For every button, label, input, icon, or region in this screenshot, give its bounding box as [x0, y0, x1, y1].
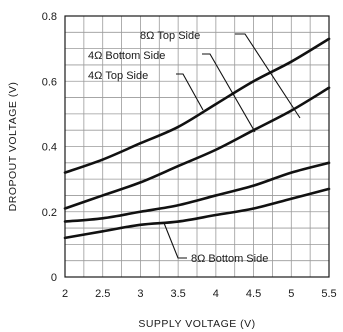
label-8ohm-bottom-side-leader: [163, 222, 187, 259]
y-tick-label: 0.4: [42, 142, 57, 154]
label-8ohm-bottom-side: 8Ω Bottom Side: [191, 253, 268, 265]
x-tick-label: 3: [137, 288, 143, 300]
series-curves: [63, 37, 331, 240]
y-axis-ticks: 0 0.2 0.4 0.6 0.8: [42, 11, 57, 284]
label-8ohm-top-side: 8Ω Top Side: [140, 30, 200, 42]
curve-4ohm-top-side: [63, 161, 331, 223]
label-4ohm-top-side: 4Ω Top Side: [88, 70, 148, 82]
y-axis-title: DROPOUT VOLTAGE (V): [7, 82, 19, 212]
x-tick-label: 5.5: [321, 288, 336, 300]
annotation-leaders: [163, 33, 301, 259]
x-tick-label: 4: [213, 288, 219, 300]
y-tick-label: 0.2: [42, 207, 57, 219]
x-tick-label: 5: [288, 288, 294, 300]
plot-frame: [64, 15, 330, 278]
curve-8ohm-top-side: [63, 37, 331, 174]
y-tick-label: 0.6: [42, 76, 57, 88]
label-8ohm-top-side-leader: [235, 33, 301, 119]
x-axis-title: SUPPLY VOLTAGE (V): [138, 318, 255, 330]
label-4ohm-bottom-side-leader: [202, 53, 256, 133]
label-4ohm-top-side-leader: [176, 73, 204, 111]
curve-4ohm-bottom-side: [63, 86, 331, 210]
curve-8ohm-bottom-side: [63, 187, 331, 240]
y-tick-label: 0: [51, 272, 57, 284]
x-tick-label: 2: [62, 288, 68, 300]
series-annotations: 8Ω Top Side 4Ω Bottom Side 4Ω Top Side 8Ω B…: [88, 30, 268, 265]
x-tick-label: 3.5: [170, 288, 185, 300]
x-axis-ticks: 2 2.5 3 3.5 4 4.5 5 5.5: [62, 288, 337, 300]
x-tick-label: 2.5: [95, 288, 110, 300]
y-tick-label: 0.8: [42, 11, 57, 23]
label-4ohm-bottom-side: 4Ω Bottom Side: [88, 50, 165, 62]
x-tick-label: 4.5: [246, 288, 261, 300]
